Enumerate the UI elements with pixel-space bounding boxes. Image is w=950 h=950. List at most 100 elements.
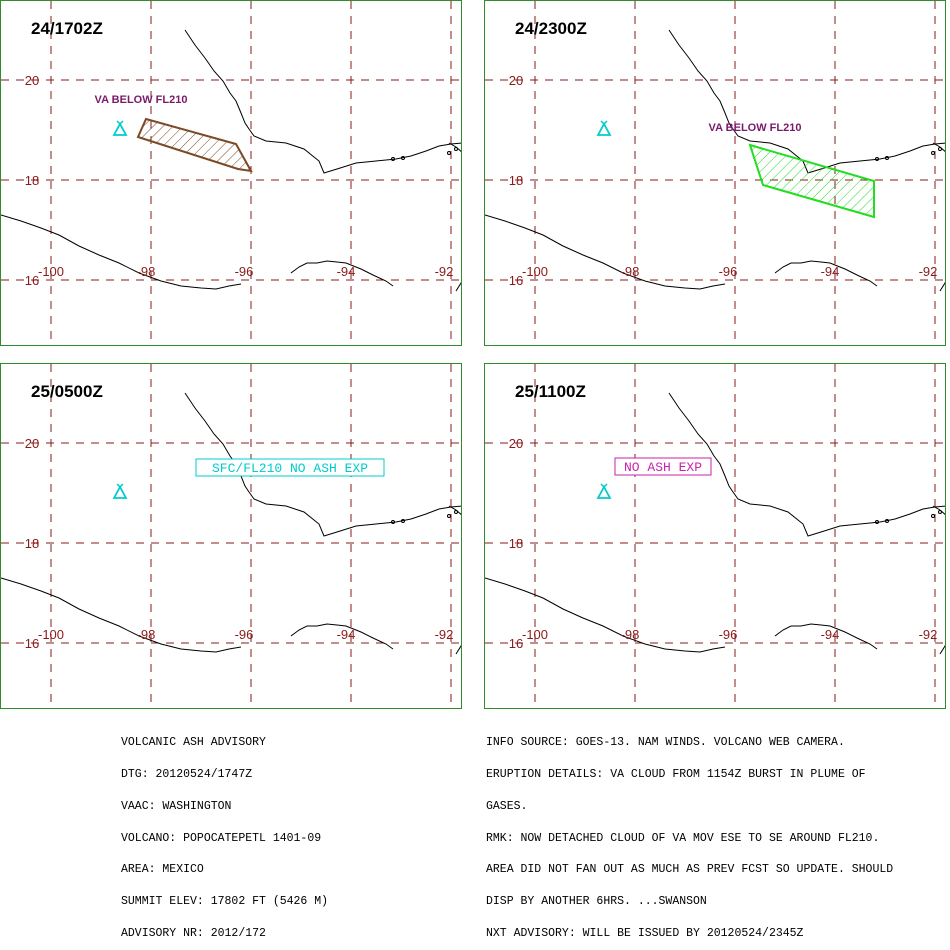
map-canvas-3: 20 18 16-100 -98 -96 -94 -92 SFC/FL210 NO ASH … [1, 364, 461, 708]
longitude-label: -92 [435, 627, 454, 642]
advisory-right-line: INFO SOURCE: GOES-13. NAM WINDS. VOLCANO… [486, 736, 845, 750]
coastline [939, 644, 945, 655]
longitude-label: -96 [235, 627, 254, 642]
coast-island [885, 519, 889, 523]
longitude-label: -92 [919, 264, 938, 279]
advisory-right-line: AREA DID NOT FAN OUT AS MUCH AS PREV FCS… [486, 863, 894, 877]
no-ash-box-3 [195, 458, 385, 477]
longitude-label: -96 [719, 264, 738, 279]
coastline [485, 577, 726, 653]
latitude-label: 18 [509, 173, 523, 188]
advisory-left-line: SUMMIT ELEV: 17802 FT (5426 M) [121, 895, 329, 909]
longitude-label: -98 [621, 627, 640, 642]
advisory-right-line: DISP BY ANOTHER 6HRS. ...SWANSON [486, 895, 707, 909]
advisory-right-block: INFO SOURCE: GOES-13. NAM WINDS. VOLCANO… [486, 717, 893, 950]
ash-cloud-observed [136, 117, 253, 173]
coast-island [401, 519, 405, 523]
coast-island [931, 514, 935, 518]
coast-island [931, 151, 935, 155]
coast-island [875, 520, 879, 524]
latitude-label: 20 [509, 436, 523, 451]
map-panel-4: 20 18 16 -100 -98 -96 -94 -92 NO ASH EXP 25/110… [484, 363, 946, 709]
longitude-label: -98 [621, 264, 640, 279]
no-ash-label-3: SFC/FL210 NO ASH EXP [212, 461, 368, 476]
volcano-icon [596, 483, 612, 499]
advisory-left-line: VOLCANO: POPOCATEPETL 1401-09 [121, 831, 322, 845]
latitude-label: 20 [509, 73, 523, 88]
coast-island [391, 520, 395, 524]
coast-island [885, 156, 889, 160]
longitude-label: -98 [137, 264, 156, 279]
advisory-right-line: RMK: NOW DETACHED CLOUD OF VA MOV ESE TO… [486, 831, 880, 845]
coastline [939, 281, 945, 292]
volcano-icon [596, 120, 612, 136]
volcano-icon [112, 120, 128, 136]
no-ash-label-4: NO ASH EXP [624, 460, 702, 475]
coastline [184, 29, 461, 174]
coastline [668, 29, 945, 174]
advisory-left-line: DTG: 20120524/1747Z [121, 767, 253, 781]
latitude-label: 18 [509, 536, 523, 551]
advisory-left-block: VOLCANIC ASH ADVISORY DTG: 20120524/1747… [121, 717, 328, 950]
panel-title-4: 25/1100Z [515, 382, 586, 401]
map-canvas-4: 20 18 16-100 -98 -96 -94 -92 NO ASH EXP [485, 364, 945, 708]
map-panel-3: 20 18 16 -100 -98 -96 -94 -92 SFC/FL210 NO ASH … [0, 363, 462, 709]
coastline [184, 392, 461, 537]
coastline [290, 260, 394, 287]
coast-island [938, 510, 942, 514]
advisory-left-line: VOLCANIC ASH ADVISORY [121, 736, 266, 750]
coast-island [454, 510, 458, 514]
map-panel-1: 20 18 16 -100 -98 -96 -94 -92 VA BELOW FL210 24… [0, 0, 462, 346]
latitude-label: 16 [509, 273, 523, 288]
longitude-label: -96 [719, 627, 738, 642]
coast-island [938, 147, 942, 151]
panel-title-2: 24/2300Z [515, 19, 587, 38]
map-canvas-2: 20 18 16-100 -98 -96 -94 -92 VA BELOW FL210 [485, 1, 945, 345]
map-panel-2: 20 18 16 -100 -98 -96 -94 -92 VA BELOW FL210 24… [484, 0, 946, 346]
coastline [1, 577, 242, 653]
coast-island [401, 156, 405, 160]
longitude-label: -100 [38, 627, 64, 642]
latitude-label: 16 [25, 636, 39, 651]
longitude-label: -94 [337, 627, 356, 642]
advisory-right-line: GASES. [486, 799, 528, 813]
latitude-label: 16 [509, 636, 523, 651]
longitude-label: -94 [337, 264, 356, 279]
advisory-left-line: AREA: MEXICO [121, 863, 204, 877]
latitude-label: 20 [25, 436, 39, 451]
panel-title-3: 25/0500Z [31, 382, 103, 401]
coast-island [454, 147, 458, 151]
map-canvas-1: 20 18 16-100 -98 -96 -94 -92 VA BELOW FL210 [1, 1, 461, 345]
longitude-label: -96 [235, 264, 254, 279]
ash-label-2: VA BELOW FL210 [709, 122, 802, 134]
latitude-label: 16 [25, 273, 39, 288]
advisory-left-line: VAAC: WASHINGTON [121, 799, 232, 813]
coastline [774, 260, 878, 287]
longitude-label: -100 [38, 264, 64, 279]
coast-island [447, 151, 451, 155]
ash-cloud-forecast [748, 143, 875, 219]
latitude-label: 20 [25, 73, 39, 88]
coast-island [447, 514, 451, 518]
longitude-label: -98 [137, 627, 156, 642]
no-ash-box-4 [614, 457, 712, 476]
coastline [290, 623, 394, 650]
latitude-label: 18 [25, 173, 39, 188]
advisory-right-line: ERUPTION DETAILS: VA CLOUD FROM 1154Z BU… [486, 767, 866, 781]
ash-label-1: VA BELOW FL210 [95, 94, 188, 106]
longitude-label: -94 [821, 264, 840, 279]
coastline [485, 214, 726, 290]
advisory-right-line: NXT ADVISORY: WILL BE ISSUED BY 20120524… [486, 926, 804, 940]
longitude-label: -100 [522, 264, 548, 279]
longitude-label: -100 [522, 627, 548, 642]
coastline [455, 281, 461, 292]
coastline [668, 392, 945, 537]
coast-island [875, 157, 879, 161]
coast-island [391, 157, 395, 161]
coastline [774, 623, 878, 650]
longitude-label: -92 [919, 627, 938, 642]
longitude-label: -94 [821, 627, 840, 642]
coastline [1, 214, 242, 290]
latitude-label: 18 [25, 536, 39, 551]
coastline [455, 644, 461, 655]
